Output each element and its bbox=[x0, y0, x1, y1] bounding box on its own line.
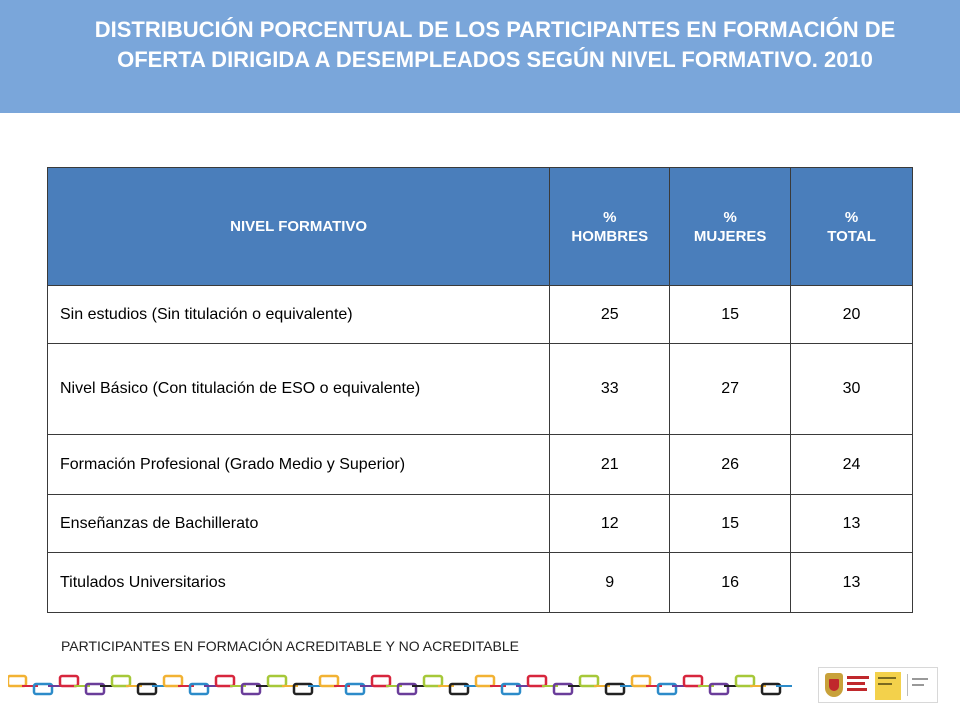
cell-mujeres: 15 bbox=[669, 494, 792, 553]
chain-link bbox=[630, 674, 652, 688]
header-mujeres-label: MUJERES bbox=[693, 227, 767, 245]
chain-link bbox=[500, 682, 522, 696]
header-hombres-label: HOMBRES bbox=[571, 227, 649, 245]
header-mujeres: % MUJERES bbox=[669, 167, 792, 286]
chain-link bbox=[422, 674, 444, 688]
chain-link bbox=[526, 674, 548, 688]
cell-nivel: Titulados Universitarios bbox=[46, 552, 551, 613]
chain-link bbox=[682, 674, 704, 688]
chain-link bbox=[214, 674, 236, 688]
ministry-logo-icon bbox=[875, 672, 901, 700]
chain-link bbox=[760, 682, 782, 696]
header-hombres: % HOMBRES bbox=[549, 167, 671, 286]
chain-link bbox=[474, 674, 496, 688]
chain-link bbox=[136, 682, 158, 696]
chain-link bbox=[58, 674, 80, 688]
chain-link bbox=[266, 674, 288, 688]
data-table: NIVEL FORMATIVO % HOMBRES % MUJERES % TO… bbox=[46, 167, 913, 613]
cell-total: 24 bbox=[790, 434, 913, 495]
footnote: PARTICIPANTES EN FORMACIÓN ACREDITABLE Y… bbox=[61, 638, 519, 654]
chain-link bbox=[656, 682, 678, 696]
header-nivel-formativo: NIVEL FORMATIVO bbox=[46, 167, 551, 286]
header-total-label: TOTAL bbox=[827, 227, 876, 245]
chain-link bbox=[448, 682, 470, 696]
chain-link bbox=[370, 674, 392, 688]
chain-link bbox=[32, 682, 54, 696]
cell-nivel: Enseñanzas de Bachillerato bbox=[46, 494, 551, 553]
cell-nivel: Nivel Básico (Con titulación de ESO o eq… bbox=[46, 343, 551, 435]
chain-link bbox=[8, 674, 28, 688]
chain-link bbox=[318, 674, 340, 688]
cell-hombres: 21 bbox=[549, 434, 671, 495]
chain-link bbox=[396, 682, 418, 696]
cell-hombres: 25 bbox=[549, 285, 671, 344]
chain-link bbox=[162, 674, 184, 688]
chain-link bbox=[344, 682, 366, 696]
cell-total: 13 bbox=[790, 494, 913, 553]
title-line-2: OFERTA DIRIGIDA A DESEMPLEADOS SEGÚN NIV… bbox=[117, 47, 873, 72]
header-total-symbol: % bbox=[844, 208, 859, 226]
header-band bbox=[0, 0, 960, 113]
chain-link bbox=[240, 682, 262, 696]
cell-hombres: 9 bbox=[549, 552, 671, 613]
cell-nivel: Formación Profesional (Grado Medio y Sup… bbox=[46, 434, 551, 495]
chain-link bbox=[188, 682, 210, 696]
chain-link bbox=[734, 674, 756, 688]
cell-mujeres: 27 bbox=[669, 343, 792, 435]
table-row: Formación Profesional (Grado Medio y Sup… bbox=[46, 434, 913, 495]
chain-link bbox=[110, 674, 132, 688]
table-row: Enseñanzas de Bachillerato 12 15 13 bbox=[46, 494, 913, 553]
cell-hombres: 33 bbox=[549, 343, 671, 435]
title-line-1: DISTRIBUCIÓN PORCENTUAL DE LOS PARTICIPA… bbox=[94, 17, 896, 42]
chain-link bbox=[578, 674, 600, 688]
government-logo bbox=[818, 667, 938, 703]
cell-mujeres: 15 bbox=[669, 285, 792, 344]
chain-link bbox=[552, 682, 574, 696]
header-total: % TOTAL bbox=[790, 167, 913, 286]
slide-title: DISTRIBUCIÓN PORCENTUAL DE LOS PARTICIPA… bbox=[30, 15, 960, 75]
coat-of-arms-icon bbox=[825, 673, 843, 697]
cell-nivel: Sin estudios (Sin titulación o equivalen… bbox=[46, 285, 551, 344]
cell-mujeres: 26 bbox=[669, 434, 792, 495]
cell-total: 20 bbox=[790, 285, 913, 344]
cell-total: 30 bbox=[790, 343, 913, 435]
table-header-row: NIVEL FORMATIVO % HOMBRES % MUJERES % TO… bbox=[46, 167, 913, 286]
header-hombres-symbol: % bbox=[603, 208, 617, 226]
chain-decoration bbox=[8, 674, 792, 696]
table-row: Sin estudios (Sin titulación o equivalen… bbox=[46, 285, 913, 344]
cell-total: 13 bbox=[790, 552, 913, 613]
chain-link bbox=[604, 682, 626, 696]
chain-link bbox=[84, 682, 106, 696]
cell-mujeres: 16 bbox=[669, 552, 792, 613]
chain-link bbox=[292, 682, 314, 696]
agency-logo-icon bbox=[907, 674, 933, 696]
cell-hombres: 12 bbox=[549, 494, 671, 553]
table-row: Nivel Básico (Con titulación de ESO o eq… bbox=[46, 343, 913, 435]
chain-link bbox=[708, 682, 730, 696]
header-mujeres-symbol: % bbox=[723, 208, 737, 226]
table-row: Titulados Universitarios 9 16 13 bbox=[46, 552, 913, 613]
